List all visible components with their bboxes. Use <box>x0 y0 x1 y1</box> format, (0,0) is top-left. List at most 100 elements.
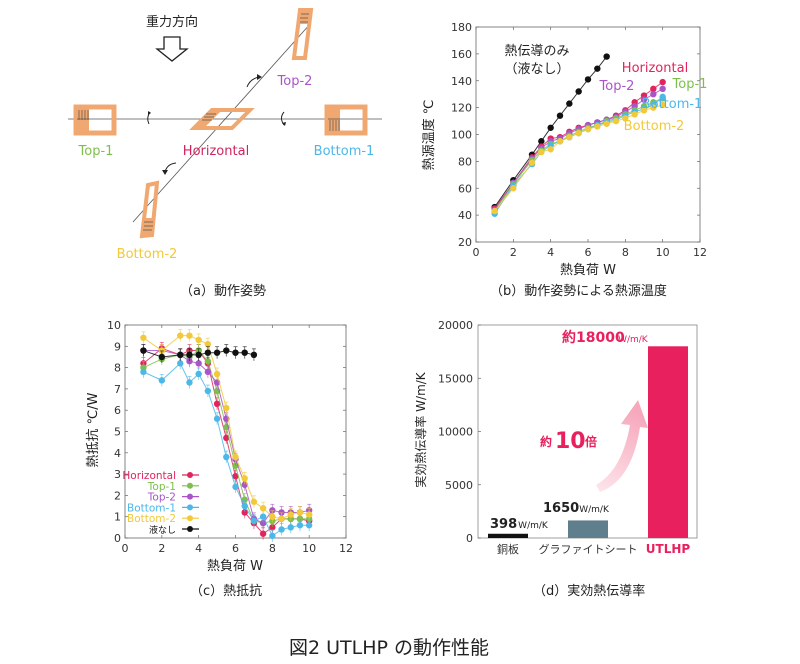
caption-d: （d）実効熱伝導率 <box>533 584 646 599</box>
category-label: グラファイトシート <box>539 542 638 556</box>
data-point <box>195 360 202 367</box>
category-label: 銅板 <box>497 542 519 556</box>
data-point <box>177 351 184 359</box>
data-point <box>195 336 202 344</box>
data-point <box>177 360 184 367</box>
data-point <box>547 146 554 153</box>
rotate-arrow-icon <box>257 74 262 80</box>
data-point <box>556 138 564 145</box>
legend-marker <box>187 482 193 489</box>
x-tick-label: 4 <box>547 246 554 259</box>
device-bottom-1 <box>324 104 368 136</box>
y-tick-label: 40 <box>458 209 472 222</box>
annotation-no-liquid-line1: 熱伝導のみ <box>504 44 569 59</box>
data-point <box>213 349 221 356</box>
y-tick-label: 1 <box>114 511 121 524</box>
data-point <box>186 351 193 359</box>
y-tick-label: 5000 <box>445 479 473 492</box>
y-tick-label: 10000 <box>438 426 473 439</box>
y-tick-label: 140 <box>451 75 472 88</box>
legend-marker <box>187 472 193 478</box>
data-point <box>259 530 267 537</box>
data-point <box>186 332 193 339</box>
y-tick-label: 120 <box>451 102 472 115</box>
y-tick-label: 15000 <box>438 372 473 385</box>
caption-a: （a）動作姿勢 <box>180 284 266 299</box>
data-point <box>659 93 666 101</box>
data-point <box>250 351 258 359</box>
y-tick-label: 160 <box>451 48 472 61</box>
legend-label-bottom-1: Bottom-1 <box>127 502 176 514</box>
data-point <box>241 349 248 356</box>
legend-marker <box>187 493 193 500</box>
series-label-bottom-1: Bottom-1 <box>642 97 703 112</box>
y-tick-label: 4 <box>114 447 121 460</box>
caption-b: （b）動作姿勢による熱源温度 <box>490 284 667 299</box>
caption-c: （c）熱抵抗 <box>190 584 263 599</box>
data-point <box>241 475 248 482</box>
data-point <box>204 368 212 376</box>
legend-marker <box>187 504 193 511</box>
data-point <box>510 185 517 192</box>
x-tick-label: 12 <box>693 246 707 259</box>
data-point <box>650 90 657 98</box>
y-tick-label: 0 <box>114 532 121 545</box>
data-point <box>538 138 545 145</box>
data-point <box>594 123 601 130</box>
y-tick-label: 180 <box>451 21 472 34</box>
x-tick-label: 6 <box>585 246 592 259</box>
data-point <box>158 353 166 361</box>
data-point <box>566 133 573 141</box>
data-point <box>584 76 592 83</box>
rotate-arrow-icon <box>148 111 151 115</box>
x-tick-label: 4 <box>195 542 202 555</box>
data-point <box>528 159 536 166</box>
rotate-arrow-icon <box>162 170 168 175</box>
y-tick-label: 10 <box>107 319 121 332</box>
series-label-top-1: Top-1 <box>672 77 708 92</box>
legend-label-none: 液なし <box>149 524 176 536</box>
data-point <box>140 334 147 341</box>
annotation-number: 10 <box>555 429 586 454</box>
data-point <box>631 111 638 118</box>
data-point <box>640 96 648 103</box>
data-point <box>622 115 629 122</box>
data-point <box>232 483 239 491</box>
legend-label-horizontal: Horizontal <box>122 470 176 482</box>
data-point <box>232 453 239 461</box>
data-point <box>659 85 666 93</box>
data-point <box>547 124 554 131</box>
data-point <box>650 104 657 111</box>
data-point <box>269 513 276 520</box>
data-point <box>584 125 592 133</box>
data-point <box>269 532 276 540</box>
data-point <box>612 117 620 125</box>
data-point <box>575 88 582 95</box>
data-point <box>287 524 294 531</box>
device-top-2 <box>291 8 314 60</box>
x-tick-label: 0 <box>473 246 480 259</box>
data-point <box>223 434 230 442</box>
y-tick-label: 8 <box>114 362 121 375</box>
x-tick-label: 8 <box>622 246 629 259</box>
series-label-top-2: Top-2 <box>599 79 635 94</box>
data-point <box>305 511 313 518</box>
figure-title: 図2 UTLHP の動作性能 <box>289 637 490 659</box>
label-bottom-1: Bottom-1 <box>314 144 375 159</box>
data-point <box>603 120 610 127</box>
data-point <box>659 101 666 109</box>
y-tick-label: 80 <box>458 155 472 168</box>
y-tick-label: 3 <box>114 468 121 481</box>
data-point <box>140 368 147 376</box>
device-bottom-2 <box>139 180 160 239</box>
data-point <box>556 112 564 119</box>
device-top-1 <box>73 104 117 136</box>
x-tick-label: 6 <box>232 542 239 555</box>
data-point <box>287 511 294 518</box>
data-point <box>650 85 657 93</box>
data-point <box>259 504 267 512</box>
y-tick-label: 0 <box>466 532 473 545</box>
y-tick-label: 7 <box>114 383 121 396</box>
data-point <box>305 522 313 529</box>
